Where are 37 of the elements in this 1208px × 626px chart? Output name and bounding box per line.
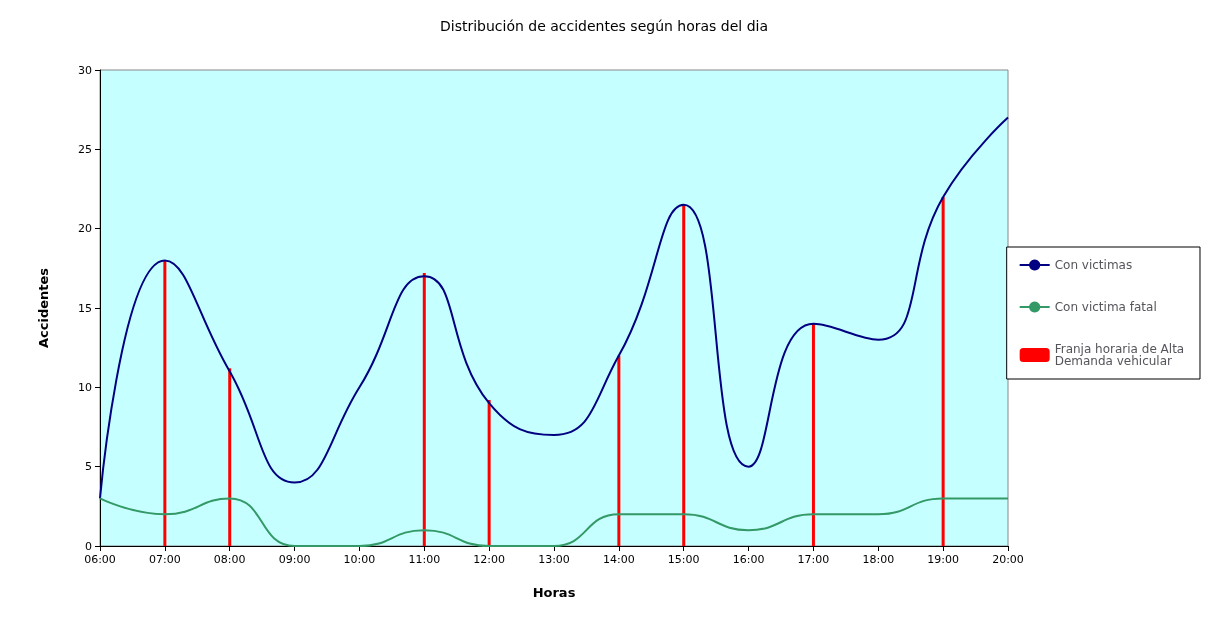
x-tick-label: 08:00 (213, 553, 246, 566)
y-tick-label: 15 (78, 301, 92, 315)
y-tick-label: 0 (85, 539, 92, 553)
bar (163, 260, 167, 546)
y-tick-label: 10 (78, 380, 92, 394)
chart-title: Distribución de accidentes según horas del dia (439, 18, 769, 34)
bar (682, 204, 686, 546)
bar (228, 368, 232, 546)
bar (422, 273, 426, 546)
x-tick-label: 13:00 (538, 553, 570, 566)
x-tick-label: 10:00 (343, 553, 376, 566)
bar (941, 196, 945, 546)
x-tick-label: 09:00 (278, 553, 311, 566)
line-series (99, 116, 1009, 500)
legend-label: Franja horaria de Alta Demanda vehicular (1054, 342, 1188, 368)
x-tick-label: 15:00 (667, 553, 700, 566)
x-tick-label: 11:00 (408, 553, 441, 566)
legend-label: Con victimas (1054, 258, 1133, 272)
y-axis-title: Accidentes (36, 267, 51, 349)
y-tick-label: 25 (78, 142, 92, 156)
y-tick-label: 30 (78, 63, 92, 77)
y-tick-label: 5 (85, 460, 92, 474)
x-tick-label: 07:00 (149, 553, 181, 566)
x-tick-label: 20:00 (992, 553, 1024, 566)
x-tick-label: 12:00 (473, 553, 505, 566)
x-tick-label: 06:00 (84, 553, 116, 566)
x-axis-title: Horas (532, 585, 576, 600)
y-tick-label: 20 (78, 222, 92, 236)
bar (617, 355, 621, 546)
legend-label: Con victima fatal (1054, 300, 1157, 314)
x-tick-label: 18:00 (862, 553, 895, 566)
x-tick-label: 19:00 (927, 553, 959, 566)
x-tick-label: 16:00 (732, 553, 765, 566)
bar (811, 323, 815, 546)
bar (487, 400, 491, 546)
x-tick-label: 14:00 (603, 553, 635, 566)
x-tick-label: 17:00 (797, 553, 830, 566)
